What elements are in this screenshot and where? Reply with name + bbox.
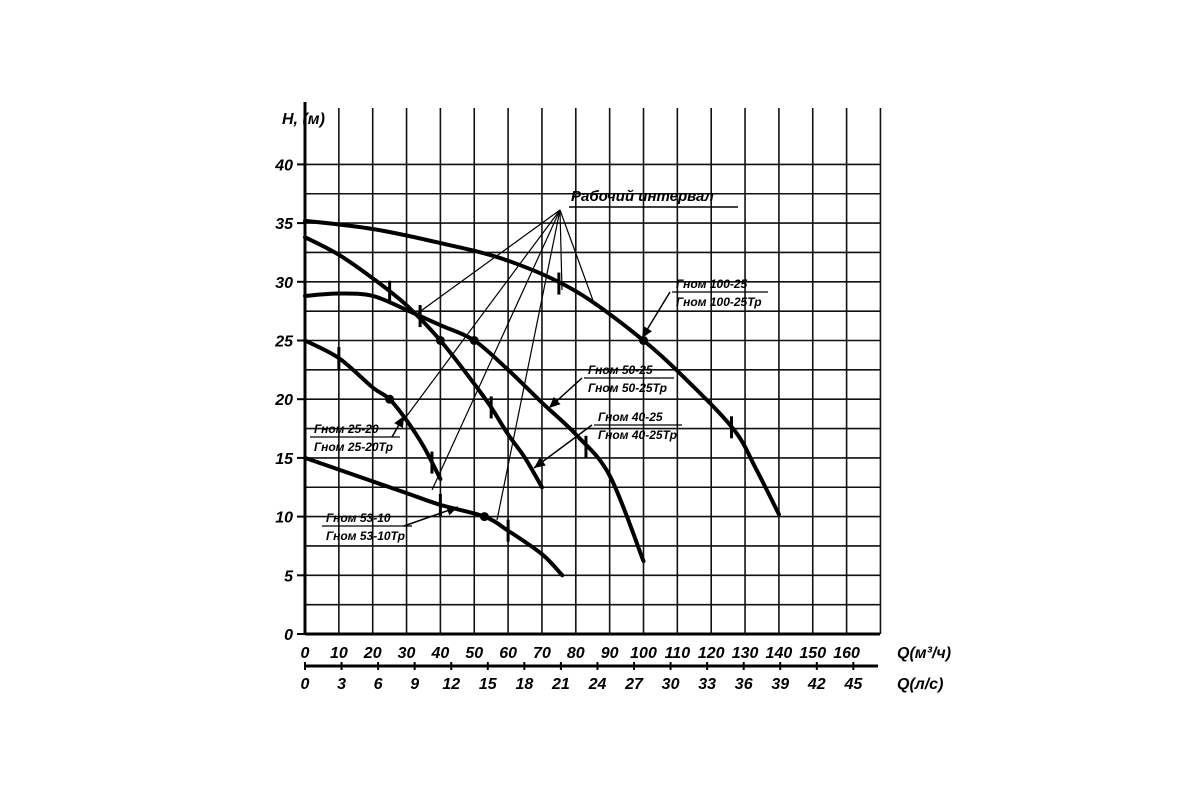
working-interval-label: Рабочий интервал bbox=[571, 188, 715, 205]
x-tick-label-ls: 6 bbox=[374, 676, 383, 693]
working-interval-pointer bbox=[559, 209, 563, 291]
y-tick-label: 5 bbox=[284, 568, 294, 585]
y-tick-label: 25 bbox=[274, 334, 294, 351]
series-label-1: Гном 40-25 bbox=[598, 410, 663, 424]
x-tick-label-ls: 33 bbox=[698, 676, 716, 693]
series-label-arrow bbox=[534, 457, 546, 468]
y-tick-label: 40 bbox=[274, 157, 293, 174]
y-tick-label: 15 bbox=[275, 451, 294, 468]
x-tick-label-m3h: 0 bbox=[301, 645, 310, 662]
x-tick-label-ls: 18 bbox=[515, 676, 533, 693]
x-tick-label-ls: 3 bbox=[337, 676, 346, 693]
x-axis-title-m3h: Q(м³/ч) bbox=[897, 645, 951, 662]
series-label-0: Гном 25-20Тр bbox=[314, 440, 393, 454]
x-tick-label-ls: 36 bbox=[735, 676, 753, 693]
x-tick-label-m3h: 70 bbox=[533, 645, 551, 662]
x-tick-label-m3h: 160 bbox=[833, 645, 860, 662]
rated-point-3 bbox=[479, 512, 489, 522]
x-tick-label-ls: 0 bbox=[301, 676, 310, 693]
series-label-arrow bbox=[394, 416, 404, 428]
x-tick-label-ls: 15 bbox=[479, 676, 498, 693]
series-curve-1 bbox=[303, 235, 544, 490]
x-tick-label-m3h: 30 bbox=[398, 645, 416, 662]
x-tick-label-m3h: 10 bbox=[330, 645, 348, 662]
x-tick-label-m3h: 100 bbox=[630, 645, 657, 662]
y-tick-label: 10 bbox=[275, 510, 293, 527]
grid bbox=[305, 108, 882, 634]
series-label-0: Гном 25-20 bbox=[314, 422, 379, 436]
annotations: Рабочий интервал Гном 100-25 Гном 100-25Тр… bbox=[310, 188, 768, 543]
x-tick-label-m3h: 40 bbox=[431, 645, 450, 662]
x-tick-label-ls: 39 bbox=[771, 676, 789, 693]
series-label-arrow bbox=[642, 326, 652, 338]
series-label-1: Гном 40-25Тр bbox=[598, 428, 677, 442]
x-tick-label-m3h: 90 bbox=[601, 645, 619, 662]
series-label-arrow bbox=[549, 396, 561, 408]
x-tick-label-m3h: 20 bbox=[363, 645, 382, 662]
y-tick-label: 35 bbox=[275, 216, 294, 233]
markers bbox=[337, 272, 734, 542]
x-tick-label-ls: 21 bbox=[551, 676, 570, 693]
x-tick-label-m3h: 60 bbox=[499, 645, 517, 662]
x-axis-title-ls: Q(л/с) bbox=[897, 676, 943, 693]
x-tick-label-m3h: 150 bbox=[799, 645, 826, 662]
x-tick-label-ls: 9 bbox=[410, 676, 419, 693]
series-label-2: Гном 50-25Тр bbox=[588, 381, 667, 395]
x-tick-label-ls: 30 bbox=[662, 676, 680, 693]
working-interval-pointer bbox=[496, 209, 561, 521]
x-tick-label-m3h: 120 bbox=[698, 645, 725, 662]
x-tick-label-m3h: 80 bbox=[567, 645, 585, 662]
x-tick-label-ls: 24 bbox=[588, 676, 607, 693]
y-tick-label: 30 bbox=[275, 275, 293, 292]
x-tick-label-m3h: 140 bbox=[766, 645, 793, 662]
series-label-2: Гном 50-25 bbox=[588, 363, 653, 377]
x-tick-label-ls: 42 bbox=[807, 676, 826, 693]
rated-point-0 bbox=[385, 394, 395, 404]
rated-point-4 bbox=[639, 336, 648, 345]
series-label-4: Гном 100-25Тр bbox=[676, 295, 762, 309]
x-tick-label-m3h: 130 bbox=[732, 645, 759, 662]
x-tick-label-ls: 12 bbox=[442, 676, 460, 693]
y-tick-label: 0 bbox=[284, 627, 293, 644]
series-label-3: Гном 53-10 bbox=[326, 511, 391, 525]
x-tick-label-m3h: 50 bbox=[465, 645, 483, 662]
y-axis-title: H, (м) bbox=[282, 111, 325, 128]
series-label-4: Гном 100-25 bbox=[676, 277, 748, 291]
series-label-3: Гном 53-10Тр bbox=[326, 529, 405, 543]
working-interval-pointer bbox=[399, 209, 561, 426]
working-interval-pointer bbox=[431, 209, 561, 491]
rated-point-2 bbox=[469, 336, 479, 345]
y-tick-label: 20 bbox=[274, 392, 293, 409]
working-interval-pointer bbox=[417, 209, 561, 314]
rated-point-1 bbox=[435, 336, 445, 345]
working-interval-pointer bbox=[559, 209, 596, 307]
x-tick-label-ls: 27 bbox=[624, 676, 644, 693]
series-label-leader bbox=[533, 424, 593, 469]
x-tick-label-m3h: 110 bbox=[665, 645, 691, 662]
series-curve-4 bbox=[303, 218, 781, 517]
x-tick-label-ls: 45 bbox=[843, 676, 863, 693]
series-label-arrow bbox=[446, 505, 458, 516]
